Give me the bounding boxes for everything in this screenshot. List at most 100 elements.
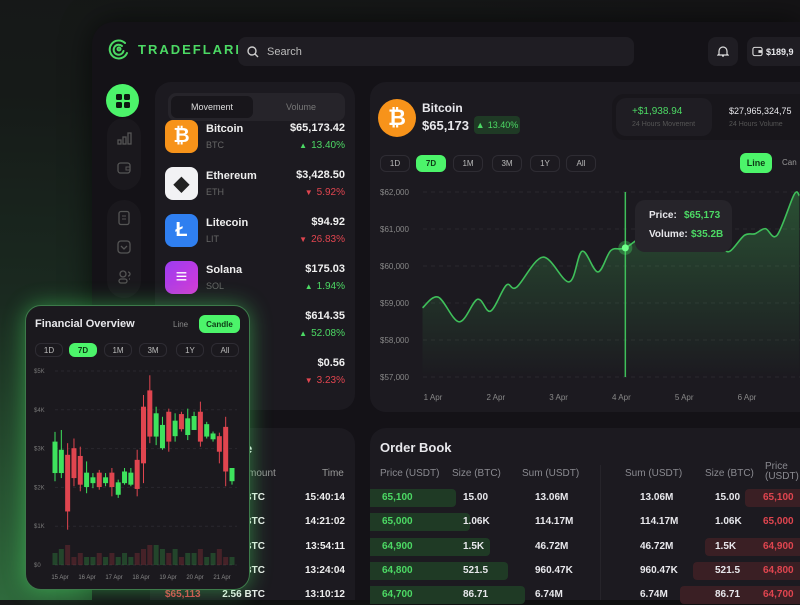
tab-movement[interactable]: Movement bbox=[171, 96, 253, 118]
overview-period-1d[interactable]: 1D bbox=[35, 343, 63, 357]
candle[interactable] bbox=[128, 472, 134, 485]
bar-chart-icon[interactable] bbox=[116, 130, 132, 146]
order-book-row[interactable]: 64,700 86.71 6.74M 6.74M 86.71 64,700 bbox=[370, 586, 800, 605]
tab-volume[interactable]: Volume bbox=[285, 102, 317, 112]
overview-period-3m[interactable]: 3M bbox=[139, 343, 167, 357]
y-tick-label: $5K bbox=[34, 369, 45, 375]
ask-depth-bar bbox=[705, 537, 800, 556]
candle[interactable] bbox=[216, 436, 222, 452]
users-icon[interactable] bbox=[116, 269, 132, 285]
logo[interactable]: TRADEFLARE bbox=[108, 38, 246, 60]
ask-price: 64,900 bbox=[763, 540, 794, 552]
area-fill bbox=[422, 191, 800, 377]
order-book-row[interactable]: 65,100 15.00 13.06M 13.06M 15.00 65,100 bbox=[370, 489, 800, 507]
period-1m[interactable]: 1M bbox=[453, 155, 483, 172]
candle[interactable] bbox=[229, 468, 235, 482]
wallet-icon[interactable] bbox=[116, 160, 132, 176]
candle[interactable] bbox=[172, 420, 178, 437]
mail-icon[interactable] bbox=[116, 239, 132, 255]
candle[interactable] bbox=[134, 459, 140, 489]
coin-row[interactable]: ◆ Ethereum ETH $3,428.50 ▼ 5.92% bbox=[165, 167, 355, 207]
volume-bar bbox=[58, 549, 64, 565]
x-tick-label: 2 Apr bbox=[486, 393, 505, 402]
period-1y[interactable]: 1Y bbox=[530, 155, 560, 172]
x-tick-label: 15 Apr bbox=[51, 575, 68, 581]
volume-bar bbox=[172, 549, 178, 565]
view-line-button[interactable]: Line bbox=[740, 153, 772, 173]
candle[interactable] bbox=[71, 448, 77, 479]
overview-period-1y[interactable]: 1Y bbox=[176, 343, 204, 357]
candle[interactable] bbox=[52, 441, 58, 474]
price-line bbox=[422, 191, 800, 323]
candle[interactable] bbox=[141, 406, 146, 464]
overview-period-1m[interactable]: 1M bbox=[104, 343, 132, 357]
candle[interactable] bbox=[115, 482, 121, 495]
overview-period-7d[interactable]: 7D bbox=[69, 343, 97, 357]
ask-size: 521.5 bbox=[715, 564, 741, 576]
document-icon[interactable] bbox=[116, 210, 132, 226]
period-1d[interactable]: 1D bbox=[380, 155, 410, 172]
volume-bar bbox=[134, 553, 140, 565]
wallet-balance-button[interactable]: $189,9 bbox=[747, 37, 800, 66]
coin-row[interactable]: $614.35 ▲ 52.08% bbox=[165, 308, 355, 348]
sidebar-item-dashboard[interactable] bbox=[106, 84, 139, 117]
overview-period-all[interactable]: All bbox=[211, 343, 239, 357]
sidebar-group-2 bbox=[107, 200, 141, 298]
view-candle-button[interactable]: Can bbox=[782, 158, 797, 167]
notifications-button[interactable] bbox=[708, 37, 738, 66]
price-line-chart[interactable]: $57,000 $58,000 $59,000 $60,000 $61,000 $62,0… bbox=[370, 180, 800, 412]
highlight-point[interactable] bbox=[621, 244, 629, 252]
candle[interactable] bbox=[153, 413, 159, 437]
candle[interactable] bbox=[90, 477, 96, 484]
candle[interactable] bbox=[147, 390, 153, 437]
coin-row[interactable]: Ł Litecoin LIT $94.92 ▼ 26.83% bbox=[165, 214, 355, 254]
period-7d[interactable]: 7D bbox=[416, 155, 446, 172]
candle[interactable] bbox=[191, 416, 197, 430]
volume-bar bbox=[153, 545, 159, 565]
search-input[interactable]: Search bbox=[238, 37, 634, 66]
order-book-row[interactable]: 65,000 1.06K 114.17M 114.17M 1.06K 65,000 bbox=[370, 513, 800, 532]
candle[interactable] bbox=[178, 414, 184, 430]
coin-change: ▼ 26.83% bbox=[299, 234, 345, 245]
coin-row[interactable]: ₿ Bitcoin BTC $65,173.42 ▲ 13.40% bbox=[165, 120, 355, 160]
candle[interactable] bbox=[166, 411, 172, 442]
coin-row[interactable]: ≡ Solana SOL $175.03 ▲ 1.94% bbox=[165, 261, 355, 301]
volume-label: 24 Hours Volume bbox=[729, 121, 783, 128]
candle[interactable] bbox=[84, 472, 90, 488]
candle[interactable] bbox=[103, 477, 109, 484]
candle[interactable] bbox=[159, 424, 165, 449]
candle[interactable] bbox=[185, 418, 191, 436]
up-arrow-icon: ▲ bbox=[475, 120, 485, 130]
volume-bar bbox=[71, 557, 77, 565]
volume-bar bbox=[109, 553, 115, 565]
candle[interactable] bbox=[210, 433, 216, 440]
volume-bar bbox=[197, 549, 203, 565]
candle[interactable] bbox=[223, 426, 229, 472]
x-tick-label: 19 Apr bbox=[159, 575, 176, 581]
coin-price: $3,428.50 bbox=[296, 169, 345, 181]
overview-candle-button[interactable]: Candle bbox=[199, 315, 240, 333]
candle[interactable] bbox=[58, 449, 64, 474]
volume-bar bbox=[122, 553, 128, 565]
trade-row: 2 BTC 14:21:02 bbox=[150, 516, 345, 532]
candle[interactable] bbox=[197, 411, 203, 442]
candlestick-chart[interactable]: $0 $1K $2K $3K $4K $5K 15 Apr 16 Apr 17 Apr 18 Ap… bbox=[25, 360, 250, 585]
candle[interactable] bbox=[122, 471, 128, 484]
candle[interactable] bbox=[204, 424, 210, 437]
period-all[interactable]: All bbox=[566, 155, 596, 172]
candle[interactable] bbox=[109, 472, 115, 488]
bid-price: 64,900 bbox=[382, 540, 413, 552]
coin-price: $94.92 bbox=[311, 216, 345, 228]
order-book-row[interactable]: 64,800 521.5 960.47K 960.47K 521.5 64,800 bbox=[370, 561, 800, 580]
movement-label: 24 Hours Movement bbox=[632, 121, 696, 128]
period-3m[interactable]: 3M bbox=[492, 155, 522, 172]
candle[interactable] bbox=[65, 454, 71, 512]
overview-line-button[interactable]: Line bbox=[173, 320, 189, 329]
bid-depth-bar bbox=[370, 513, 470, 532]
bid-sum: 6.74M bbox=[535, 589, 563, 601]
order-book-row[interactable]: 64,900 1.5K 46.72M 46.72M 1.5K 64,900 bbox=[370, 537, 800, 556]
candle[interactable] bbox=[96, 472, 102, 488]
bid-price: 65,100 bbox=[382, 492, 413, 503]
coin-row[interactable]: $0.56 ▼ 3.23% bbox=[165, 355, 355, 395]
candle[interactable] bbox=[77, 455, 83, 485]
